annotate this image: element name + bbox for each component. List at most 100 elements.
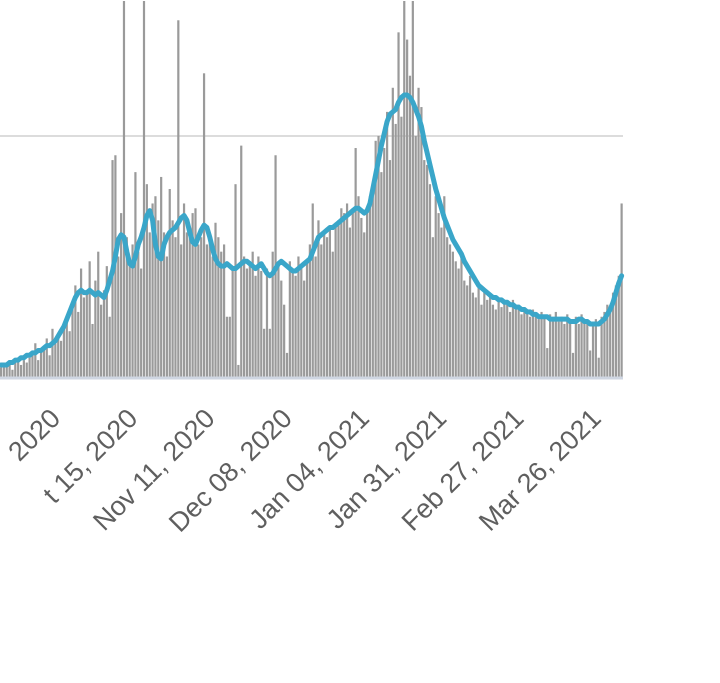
bar (314, 256, 317, 377)
bar (214, 222, 217, 377)
bar (148, 232, 151, 377)
bar (480, 304, 483, 377)
bar (483, 290, 486, 377)
bar (586, 321, 589, 377)
bar (620, 203, 623, 377)
bar (308, 244, 311, 377)
bar (8, 360, 11, 377)
bar (337, 220, 340, 377)
bar (59, 340, 63, 377)
bar (334, 222, 337, 377)
bar (205, 244, 209, 377)
bar (397, 32, 400, 377)
bar (408, 75, 412, 377)
bar (574, 316, 577, 377)
bar (211, 256, 214, 377)
bar (394, 123, 397, 377)
bar (88, 261, 91, 377)
bar (11, 369, 14, 377)
bar (500, 307, 503, 377)
bar (185, 232, 188, 377)
bar (603, 311, 606, 377)
bar (188, 227, 191, 377)
bar (540, 311, 543, 377)
bar (517, 304, 520, 377)
bar (503, 302, 506, 377)
bar (237, 364, 240, 377)
bar (388, 160, 392, 377)
bar (251, 251, 254, 377)
bar (426, 164, 429, 377)
bar (54, 343, 57, 377)
bar (160, 176, 163, 377)
bar (194, 208, 197, 377)
bar (39, 348, 43, 377)
bar (182, 203, 186, 377)
bar (85, 292, 88, 377)
bar (151, 203, 154, 377)
bar (94, 280, 97, 377)
x-tick-label: 2020 (2, 403, 66, 467)
bar (263, 328, 266, 377)
bar (71, 304, 74, 377)
bar (82, 297, 86, 377)
bar (168, 189, 171, 377)
bar (463, 280, 466, 377)
bar (317, 220, 320, 377)
bar (374, 140, 377, 377)
bar (460, 256, 463, 377)
bar (523, 307, 526, 377)
bar (491, 304, 495, 377)
bar (354, 148, 357, 377)
bar (403, 1, 406, 377)
bar (377, 135, 380, 377)
bar (577, 323, 580, 377)
bar (122, 1, 126, 377)
bar (414, 135, 417, 377)
bar (91, 323, 94, 377)
bar (291, 268, 294, 377)
bar (45, 338, 48, 377)
bar (243, 256, 246, 377)
bar (391, 87, 394, 378)
bar (174, 237, 177, 377)
bar (560, 316, 563, 377)
bar (128, 261, 131, 377)
bar (200, 237, 203, 377)
bar (277, 261, 280, 377)
bar (137, 251, 140, 377)
bar (162, 232, 166, 377)
bar (368, 196, 372, 377)
bar (537, 319, 540, 377)
bar (271, 251, 274, 377)
bar (400, 116, 403, 377)
bar (77, 311, 80, 377)
bar (134, 172, 137, 377)
bar (260, 270, 263, 377)
bar (300, 266, 303, 377)
bar (526, 311, 529, 377)
bar (268, 328, 271, 377)
bar (234, 184, 237, 377)
bar (569, 319, 572, 377)
bar (31, 352, 34, 377)
bar (14, 362, 17, 377)
bar (180, 244, 183, 377)
bar (248, 261, 251, 377)
bar (411, 1, 414, 377)
bar (0, 367, 3, 377)
bar (549, 314, 552, 377)
bar (225, 316, 229, 377)
bar (357, 196, 360, 377)
bar (37, 360, 40, 377)
bar (420, 107, 423, 378)
bar (508, 311, 512, 377)
bar (474, 297, 477, 377)
bar (360, 217, 363, 377)
bar (606, 304, 609, 377)
bar (591, 323, 595, 377)
bar (543, 316, 546, 377)
bar (351, 208, 354, 377)
bar (583, 319, 586, 377)
bar (448, 244, 452, 377)
